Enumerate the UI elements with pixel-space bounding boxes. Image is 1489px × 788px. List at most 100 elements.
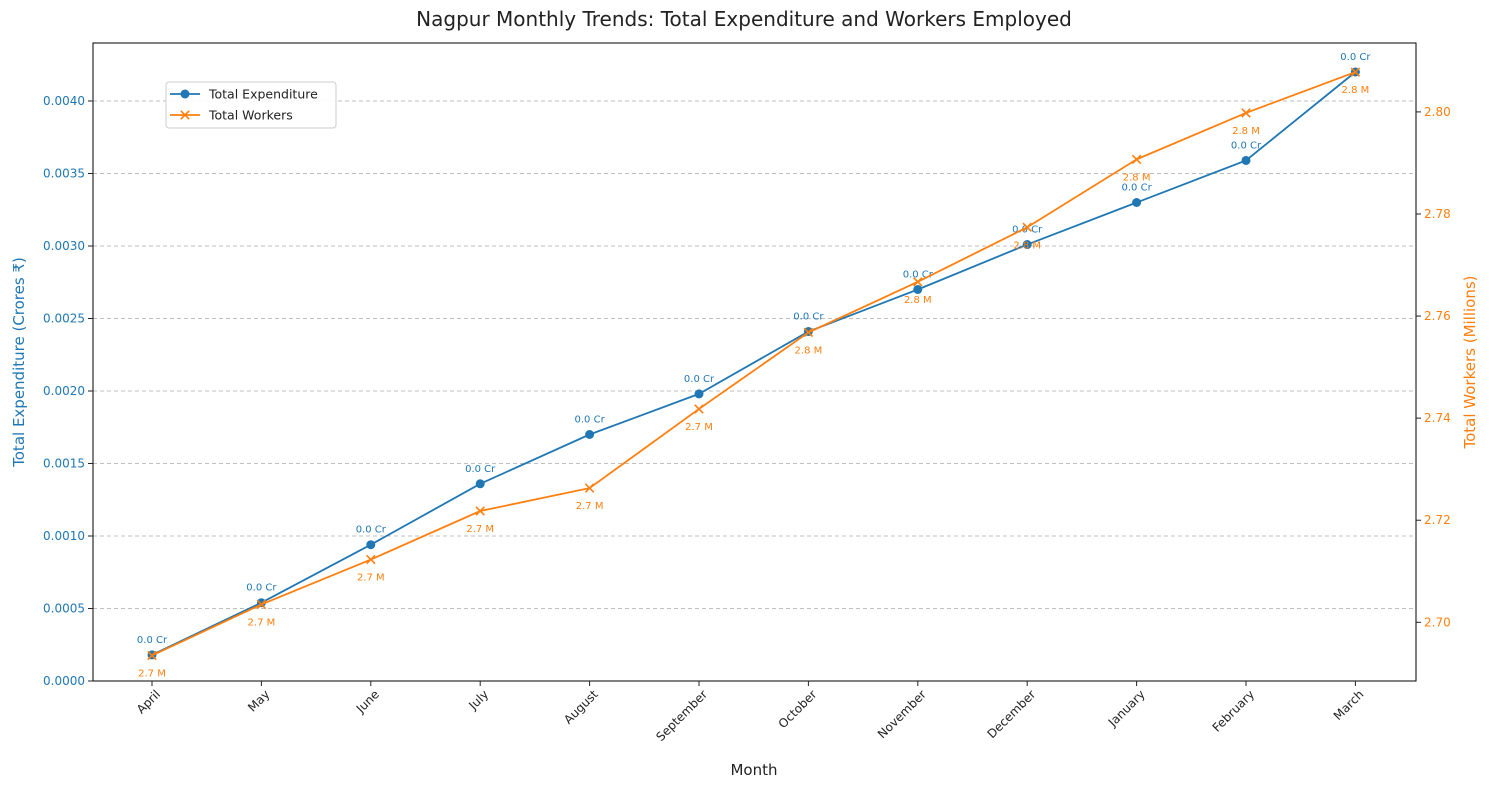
data-label: 0.0 Cr	[793, 312, 824, 323]
y-left-tick-label: 0.0020	[43, 384, 85, 398]
x-tick-label: March	[1331, 687, 1367, 723]
x-marker-stroke	[475, 506, 485, 516]
x-marker-stroke	[1241, 108, 1251, 118]
x-tick-label: October	[776, 687, 820, 731]
data-point	[694, 389, 704, 399]
x-marker-stroke	[913, 277, 923, 287]
x-marker-stroke	[1022, 222, 1032, 233]
data-label: 2.8 M	[1342, 85, 1370, 96]
data-point	[475, 506, 485, 516]
data-point	[1241, 108, 1251, 118]
x-marker-stroke	[1131, 154, 1142, 165]
legend-marker	[180, 89, 190, 99]
data-label: 2.8 M	[1013, 240, 1041, 251]
x-tick-label: June	[353, 687, 382, 716]
legend-box	[165, 81, 337, 129]
data-point	[256, 599, 267, 610]
x-tick-label: September	[653, 687, 710, 744]
data-label: 0.0 Cr	[137, 635, 168, 646]
y-left-tick-label: 0.0010	[43, 529, 85, 543]
x-marker-stroke	[584, 483, 595, 493]
y-left-tick-label: 0.0015	[43, 457, 85, 471]
y-right-tick-label: 2.74	[1424, 411, 1451, 425]
legend-marker	[180, 110, 190, 120]
data-label: 0.0 Cr	[1340, 52, 1371, 63]
legend: Total Expenditure Total Workers	[165, 81, 337, 129]
x-tick-label: May	[245, 687, 272, 714]
data-point	[1132, 198, 1142, 207]
y-right-tick-label: 2.72	[1424, 513, 1451, 527]
data-label: 2.7 M	[138, 668, 166, 679]
grid	[93, 100, 1416, 682]
y-right-tick-label: 2.78	[1424, 207, 1451, 221]
x-marker-stroke	[366, 554, 376, 565]
data-point	[694, 404, 704, 414]
y-right-tick-label: 2.80	[1424, 105, 1451, 119]
data-label: 0.0 Cr	[1231, 140, 1262, 151]
data-point	[1131, 154, 1142, 165]
data-point	[1350, 67, 1361, 77]
y-axis-left-title: Total Expenditure (Crores ₹)	[10, 257, 28, 468]
data-label: 2.7 M	[576, 501, 604, 512]
x-marker-stroke	[694, 404, 704, 414]
x-marker-stroke	[180, 110, 190, 120]
data-label: 0.0 Cr	[684, 374, 715, 385]
x-marker-stroke	[256, 599, 267, 610]
data-point	[475, 479, 485, 489]
x-marker-stroke	[1350, 67, 1361, 77]
legend-label: Total Expenditure	[208, 87, 318, 102]
data-point	[147, 650, 157, 661]
x-tick-label: April	[134, 687, 163, 716]
data-label: 0.0 Cr	[246, 583, 277, 594]
data-label: 0.0 Cr	[575, 415, 606, 426]
data-label: 2.7 M	[685, 422, 713, 433]
data-label: 2.8 M	[795, 345, 823, 356]
x-tick-label: December	[984, 687, 1038, 741]
data-label: 0.0 Cr	[356, 525, 387, 536]
x-axis-title: Month	[730, 761, 777, 779]
plot-frame	[92, 42, 1417, 682]
data-label: 0.0 Cr	[1012, 225, 1043, 236]
data-point	[584, 483, 595, 493]
data-label: 2.8 M	[1123, 172, 1151, 183]
data-point	[1022, 240, 1032, 250]
plot-area: 0.0 Cr 0.0 Cr 0.0 Cr 0.0 Cr 0.0 Cr 0.0 Cr 0.0 …	[137, 52, 1371, 679]
x-tick-label: August	[561, 687, 601, 727]
data-label: 0.0 Cr	[903, 270, 934, 281]
data-label: 2.8 M	[904, 295, 932, 306]
data-label: 0.0 Cr	[465, 464, 496, 475]
y-left-tick-label: 0.0030	[43, 239, 85, 253]
axes: 0.0000 0.0005 0.0010 0.0015 0.0020 0.0025 0.00…	[43, 94, 1451, 744]
x-marker-stroke	[147, 650, 157, 661]
chart-title: Nagpur Monthly Trends: Total Expenditure…	[416, 7, 1072, 31]
y-left-tick-label: 0.0000	[43, 674, 85, 688]
x-tick-label: January	[1105, 687, 1148, 730]
data-point	[913, 285, 923, 294]
y-right-tick-label: 2.76	[1424, 309, 1451, 323]
series-line	[151, 71, 1356, 656]
x-marker-stroke	[803, 327, 814, 338]
data-point	[913, 277, 923, 287]
y-left-tick-label: 0.0005	[43, 602, 85, 616]
x-tick-label: July	[465, 687, 491, 713]
data-label: 2.8 M	[1232, 126, 1260, 137]
data-label: 2.7 M	[357, 573, 385, 584]
y-left-tick-label: 0.0035	[43, 167, 85, 181]
x-tick-label: February	[1210, 687, 1258, 735]
data-point	[803, 327, 814, 338]
data-point	[366, 540, 376, 550]
data-point	[585, 430, 595, 439]
data-label: 2.7 M	[466, 524, 494, 535]
data-point	[366, 554, 376, 565]
x-tick-label: November	[875, 687, 929, 741]
y-left-tick-label: 0.0025	[43, 312, 85, 326]
series-line	[151, 71, 1356, 657]
data-point	[1241, 155, 1251, 165]
data-label: 0.0 Cr	[1122, 183, 1153, 194]
y-left-tick-label: 0.0040	[43, 94, 85, 108]
y-right-tick-label: 2.70	[1424, 615, 1451, 629]
data-point	[1022, 222, 1032, 233]
legend-label: Total Workers	[208, 108, 293, 123]
y-axis-right-title: Total Workers (Millions)	[1461, 275, 1479, 449]
